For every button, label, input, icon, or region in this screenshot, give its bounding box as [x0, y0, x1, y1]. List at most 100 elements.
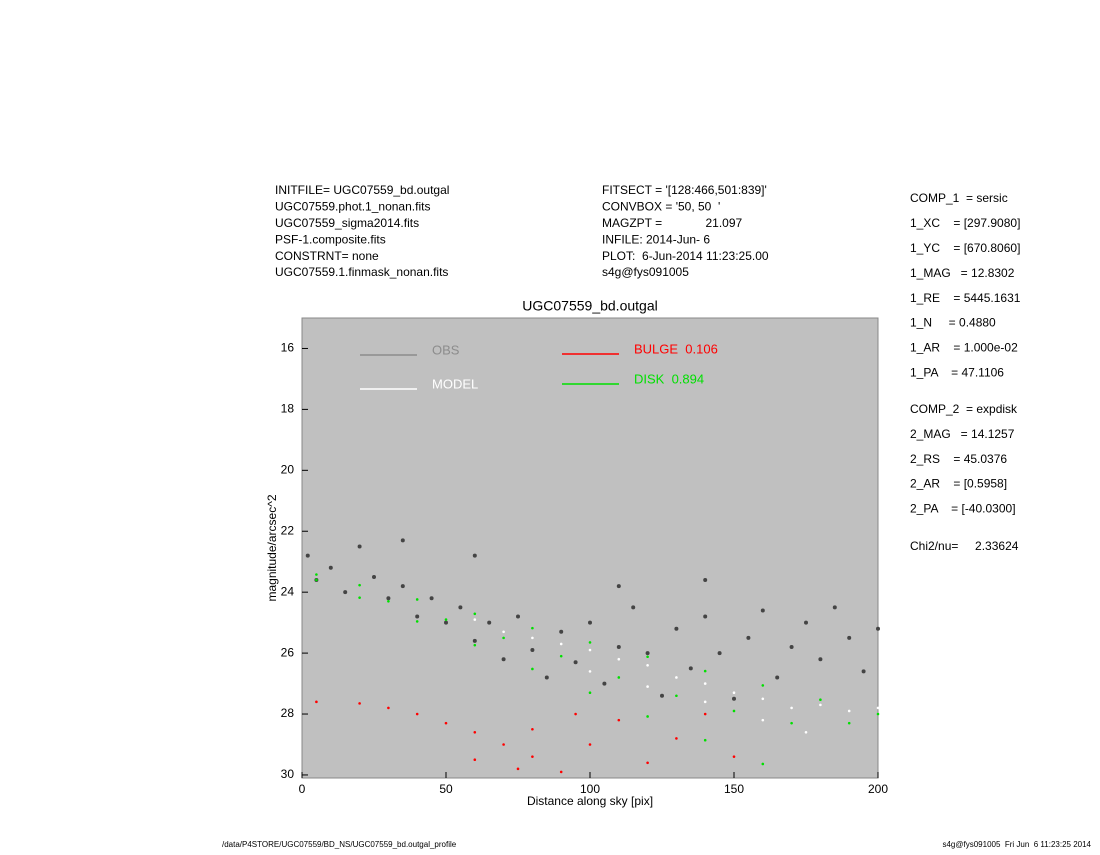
point [531, 636, 534, 640]
parameter: 1_XC = [297.9080] [910, 216, 1020, 230]
point [703, 738, 707, 742]
point [732, 709, 736, 713]
y-tick-label: 26 [281, 645, 295, 659]
point [789, 645, 794, 650]
y-tick-label: 20 [281, 462, 295, 476]
point [343, 590, 348, 595]
point [400, 538, 405, 543]
point [818, 657, 823, 662]
header-line: UGC07559_sigma2014.fits [275, 216, 419, 230]
point [761, 697, 765, 701]
point [761, 762, 765, 766]
header-line: UGC07559.1.finmask_nonan.fits [275, 265, 448, 279]
point [516, 614, 520, 619]
point [588, 670, 592, 673]
point [386, 596, 391, 601]
footer-stamp: s4g@fys091005 Fri Jun 6 11:23:25 2014 [942, 840, 1091, 849]
point [717, 651, 722, 656]
point [487, 620, 492, 625]
parameter: 1_PA = 47.1106 [910, 365, 1004, 379]
point [617, 657, 621, 661]
point [387, 706, 390, 710]
point [790, 706, 793, 710]
point [358, 702, 361, 705]
point [660, 693, 664, 698]
point [847, 709, 851, 713]
point [415, 598, 419, 601]
point [732, 691, 736, 695]
x-tick-label: 0 [299, 782, 306, 796]
point [357, 544, 362, 549]
point [645, 651, 650, 656]
point [559, 629, 564, 634]
x-tick-label: 200 [868, 782, 888, 796]
point [328, 565, 333, 570]
point [305, 553, 310, 558]
parameter: 2_MAG = 14.1257 [910, 427, 1015, 441]
point [775, 675, 780, 680]
point [473, 758, 477, 762]
point [688, 666, 693, 671]
point [588, 691, 592, 695]
point [646, 715, 649, 718]
point [588, 641, 592, 644]
point [703, 577, 708, 582]
point [761, 684, 765, 687]
header-line: PSF-1.composite.fits [275, 232, 386, 246]
point [559, 642, 563, 646]
point [473, 643, 477, 647]
y-tick-label: 18 [281, 402, 295, 416]
parameter: 2_RS = 45.0376 [910, 452, 1007, 466]
y-tick-label: 28 [281, 706, 295, 720]
point [473, 618, 477, 621]
parameter: COMP_1 = sersic [910, 191, 1008, 205]
header-line: PLOT: 6-Jun-2014 11:23:25.00 [602, 249, 769, 263]
point [646, 655, 649, 659]
header-line: INFILE: 2014-Jun- 6 [602, 232, 710, 246]
header-line: MAGZPT = 21.097 [602, 216, 742, 230]
point [472, 638, 477, 643]
point [588, 743, 592, 746]
y-tick-label: 24 [281, 584, 295, 598]
point [358, 596, 361, 599]
x-tick-label: 100 [580, 782, 600, 796]
point [646, 761, 649, 765]
point [415, 614, 420, 619]
point [502, 630, 505, 634]
plot-area [301, 317, 879, 779]
point [573, 660, 578, 665]
point [876, 626, 880, 631]
header-line: CONSTRNT= none [275, 249, 379, 263]
point [616, 645, 621, 650]
point [761, 718, 765, 722]
parameter: 1_MAG = 12.8302 [910, 266, 1015, 280]
point [703, 614, 708, 619]
x-tick-label: 50 [439, 782, 453, 796]
point [819, 698, 822, 702]
point [472, 553, 477, 558]
point [531, 667, 534, 671]
parameter: 1_YC = [670.8060] [910, 241, 1020, 255]
point [703, 669, 707, 673]
point [847, 635, 852, 640]
point [617, 676, 621, 679]
y-axis-label: magnitude/arcsec^2 [265, 494, 279, 601]
parameter: 1_N = 0.4880 [910, 316, 996, 330]
point [444, 721, 448, 725]
header-line: FITSECT = '[128:466,501:839]' [602, 183, 767, 197]
point [674, 626, 679, 631]
point [646, 663, 649, 667]
point [588, 648, 592, 652]
header-line: UGC07559.phot.1_nonan.fits [275, 200, 430, 214]
point [675, 694, 678, 698]
chart-title: UGC07559_bd.outgal [522, 298, 657, 314]
point [675, 737, 678, 740]
point [703, 712, 707, 716]
y-tick-label: 30 [281, 767, 295, 781]
point [588, 620, 592, 625]
point [415, 620, 419, 623]
point [876, 706, 880, 710]
legend-label: BULGE 0.106 [634, 341, 718, 356]
point [516, 767, 520, 771]
